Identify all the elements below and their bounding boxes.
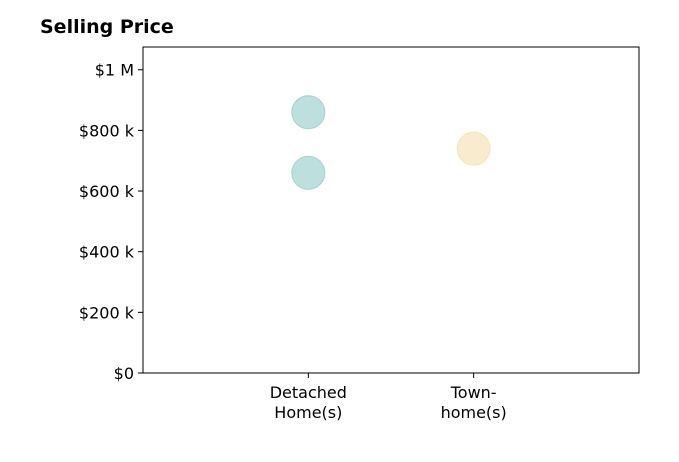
data-point [456,131,491,166]
x-tick-label: Detached Home(s) [270,383,347,422]
y-tick-label: $200 k [79,303,135,322]
y-tick-label: $400 k [79,243,135,262]
y-tick-label: $800 k [79,121,135,140]
y-tick-label: $0 [114,364,134,383]
data-point [291,95,326,130]
x-tick-label: Town-home(s) [441,383,507,422]
axes-frame [142,46,640,374]
chart-title: Selling Price [40,16,174,38]
y-tick-label: $600 k [79,182,135,201]
y-tick-label: $1 M [95,61,134,80]
data-point [291,155,326,190]
